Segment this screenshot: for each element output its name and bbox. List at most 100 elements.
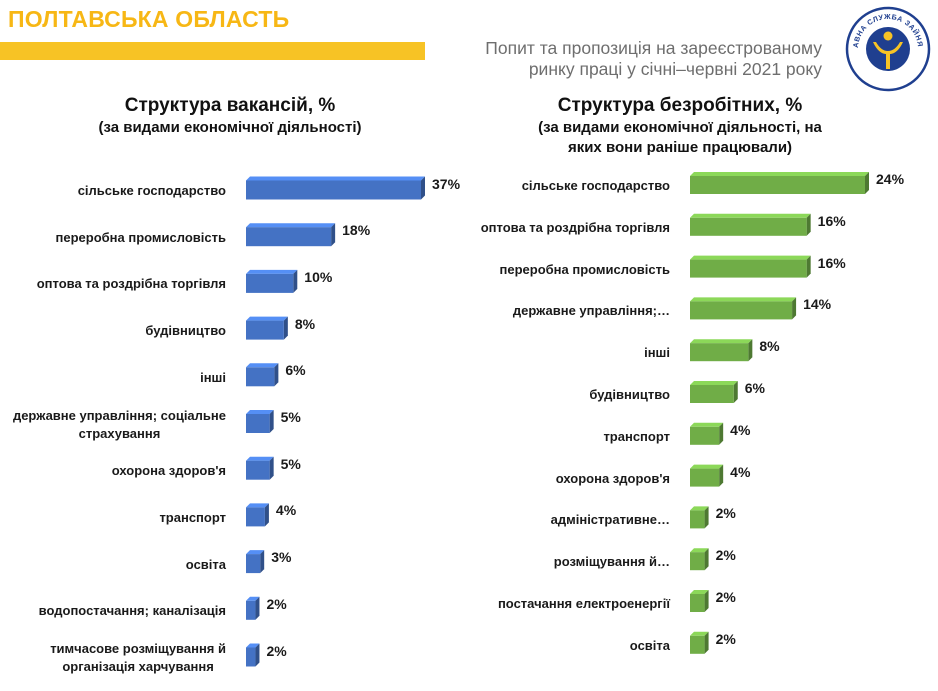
unemployed-bar-front-face [690,176,865,194]
vacancies-bar-top-face [246,223,336,228]
unemployed-bar-top-face [690,590,709,594]
vacancies-bar-front-face [246,227,332,247]
unemployed-value-label: 4% [730,421,751,438]
vacancies-bar-front-face [246,460,270,480]
unemployed-value-label: 24% [876,171,905,187]
vacancies-bar [246,503,269,527]
unemployed-value-label: 6% [744,380,765,396]
unemployed-chart-title: Структура безробітних, % [557,95,803,116]
vacancies-bar [246,643,260,667]
vacancies-bar [246,596,260,620]
vacancies-bar-top-face [246,643,260,648]
unemployed-bar-top-face [690,381,738,385]
unemployed-chart-subtitle: (за видами економічної діяльності, на як… [538,119,822,156]
vacancies-bar-front-face [246,600,256,620]
vacancies-bar [246,456,274,480]
vacancies-bar-side-face [269,456,274,480]
unemployed-category-label-line: освіта [629,637,670,653]
vacancies-bar-front-face [246,647,256,667]
vacancies-bar-front-face [246,320,284,340]
unemployed-bar [690,464,724,487]
unemployed-bar-front-face [690,301,793,320]
vacancies-value-label: 10% [304,268,333,285]
vacancies-category-label: охорона здоров'я [112,462,226,480]
unemployed-bar-front-face [690,510,705,529]
vacancies-bar-front-face [246,414,270,433]
unemployed-category-label: розміщування й… [554,553,670,571]
unemployed-bar-top-face [690,297,797,302]
unemployed-bar-front-face [690,217,807,236]
unemployed-bar [690,172,869,194]
vacancies-value-label: 8% [294,315,316,332]
vacancies-bar-side-face [255,596,260,620]
unemployed-bar-side-face [704,590,709,612]
vacancies-value-label: 3% [271,549,292,566]
unemployed-bar-top-face [690,548,709,553]
region-title: ПОЛТАВСЬКА ОБЛАСТЬ [8,6,290,32]
vacancies-category-label-line: будівництво [145,323,226,339]
vacancies-category-label-line: інші [200,369,226,385]
unemployed-value-label: 2% [715,589,736,605]
vacancies-value-label: 4% [275,502,297,519]
vacancies-bar [246,410,274,433]
unemployed-bar-side-face [704,506,709,529]
unemployed-bar [690,381,738,403]
unemployed-value-label: 16% [817,254,846,271]
unemployed-bar [690,422,724,445]
unemployed-category-label-line: переробна промисловість [499,261,670,277]
unemployed-value-label: 8% [759,338,780,355]
vacancies-bar-top-face [246,269,298,274]
unemployed-category-label-line: сільське господарство [521,178,670,193]
vacancies-bar-side-face [260,550,265,574]
vacancies-category-label-line: державне управління; соціальне [12,407,226,423]
vacancies-value-label: 2% [266,642,287,659]
unemployed-bar-side-face [806,213,811,236]
unemployed-category-label-line: будівництво [589,387,670,402]
header-accent-band [0,42,425,60]
vacancies-value-label: 5% [280,409,301,425]
vacancies-value-label: 37% [432,175,461,192]
unemployed-value-label: 2% [715,630,736,647]
unemployed-category-label: освіта [630,637,670,655]
unemployed-bar-side-face [806,255,811,278]
vacancies-category-label: будівництво [145,322,226,340]
unemployed-bar [690,213,811,236]
unemployed-value-label: 4% [730,463,751,480]
vacancies-bar-side-face [421,176,425,200]
unemployed-category-label-line: інші [644,345,670,361]
unemployed-value-label: 14% [803,296,832,313]
vacancies-chart-heading: Структура вакансій, % (за видами економі… [20,94,440,138]
vacancies-category-label-line: страхування [78,425,161,441]
subtitle-line-2: ринку праці у січні–червні 2021 року [528,59,822,79]
vacancies-bar [246,316,288,340]
vacancies-bar-top-face [246,363,279,368]
vacancies-bar-top-face [246,550,265,555]
unemployed-bar-front-face [690,259,807,278]
unemployed-bar-side-face [792,297,797,320]
unemployed-bar-front-face [690,385,734,403]
vacancies-chart-title: Структура вакансій, % [124,95,336,116]
unemployed-category-label: адміністративне… [551,511,670,529]
unemployed-bar-side-face [704,548,709,571]
unemployed-bar-top-face [690,631,709,636]
unemployed-category-label: інші [644,344,670,362]
unemployed-bar-top-face [690,422,724,427]
vacancies-category-label-line: транспорт [159,509,226,525]
vacancies-bar-top-face [246,456,274,461]
vacancies-bar-front-face [246,273,294,293]
vacancies-bar-top-face [246,410,274,414]
vacancies-category-label-line: водопостачання; каналізація [38,603,226,619]
unemployed-category-label-line: охорона здоров'я [555,470,670,486]
vacancies-bar-side-face [283,316,288,340]
unemployed-category-label-line: державне управління;… [512,303,670,319]
vacancies-category-label: інші [200,369,226,387]
vacancies-bar [246,363,279,387]
vacancies-category-label: водопостачання; каналізація [39,602,226,620]
unemployed-chart-heading: Структура безробітних, % (за видами екон… [470,94,890,158]
vacancies-bar-side-face [255,643,260,667]
vacancies-bar-side-face [264,503,269,527]
unemployed-bar-front-face [690,594,705,612]
unemployed-category-label: постачання електроенергії [498,595,670,613]
unemployed-category-label: оптова та роздрібна торгівля [481,219,670,237]
unemployed-bar-front-face [690,426,720,445]
